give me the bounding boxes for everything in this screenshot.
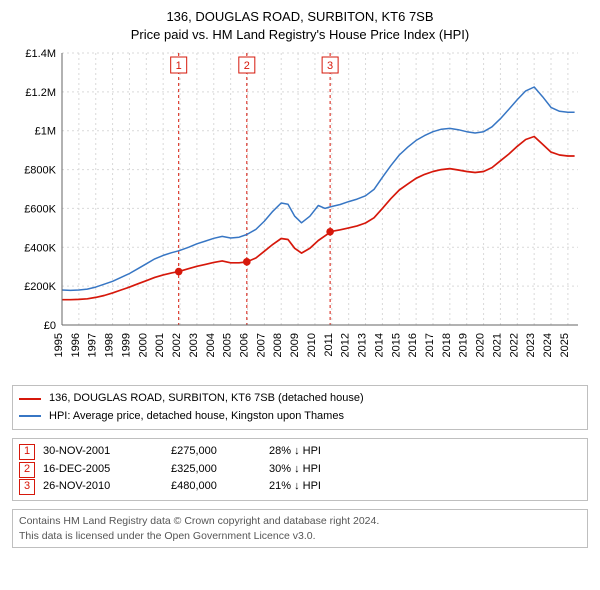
svg-text:2003: 2003 <box>188 333 200 357</box>
svg-text:1: 1 <box>176 60 182 72</box>
svg-text:2025: 2025 <box>559 333 571 357</box>
svg-text:2005: 2005 <box>222 333 234 357</box>
svg-text:2016: 2016 <box>407 333 419 357</box>
svg-text:£0: £0 <box>44 320 56 332</box>
svg-text:2009: 2009 <box>289 333 301 357</box>
svg-text:2019: 2019 <box>458 333 470 357</box>
svg-text:2000: 2000 <box>137 333 149 357</box>
event-delta: 30% ↓ HPI <box>269 461 581 479</box>
legend-row: HPI: Average price, detached house, King… <box>19 408 581 426</box>
events-box: 1 30-NOV-2001 £275,000 28% ↓ HPI 2 16-DEC-200… <box>12 438 588 501</box>
title-address: 136, DOUGLAS ROAD, SURBITON, KT6 7SB <box>12 8 588 26</box>
svg-text:2013: 2013 <box>357 333 369 357</box>
event-marker: 2 <box>19 462 35 478</box>
chart-svg: £0 £200K £400K £600K £800K £1M £1.2M £1.4M 1995 1… <box>12 47 588 377</box>
svg-text:2017: 2017 <box>424 333 436 357</box>
svg-text:2014: 2014 <box>373 333 385 357</box>
event-price: £480,000 <box>171 478 261 496</box>
legend-label: 136, DOUGLAS ROAD, SURBITON, KT6 7SB (de… <box>49 390 364 408</box>
svg-text:2001: 2001 <box>154 333 166 357</box>
title-subtitle: Price paid vs. HM Land Registry's House … <box>12 26 588 44</box>
svg-text:2022: 2022 <box>508 333 520 357</box>
event-marker: 1 <box>19 444 35 460</box>
svg-text:£1M: £1M <box>35 126 56 138</box>
event-row: 1 30-NOV-2001 £275,000 28% ↓ HPI <box>19 443 581 461</box>
chart-area: £0 £200K £400K £600K £800K £1M £1.2M £1.4M 1995 1… <box>12 47 588 377</box>
svg-text:3: 3 <box>327 60 333 72</box>
svg-text:2023: 2023 <box>525 333 537 357</box>
event-price: £325,000 <box>171 461 261 479</box>
legend-swatch <box>19 415 41 417</box>
svg-text:2020: 2020 <box>475 333 487 357</box>
event-date: 26-NOV-2010 <box>43 478 163 496</box>
legend-box: 136, DOUGLAS ROAD, SURBITON, KT6 7SB (de… <box>12 385 588 430</box>
svg-text:2021: 2021 <box>491 333 503 357</box>
svg-text:£1.2M: £1.2M <box>25 87 56 99</box>
svg-text:2: 2 <box>244 60 250 72</box>
event-marker: 3 <box>19 479 35 495</box>
footer-line2: This data is licensed under the Open Gov… <box>19 529 581 544</box>
svg-text:2008: 2008 <box>272 333 284 357</box>
svg-text:2010: 2010 <box>306 333 318 357</box>
svg-text:£400K: £400K <box>24 242 56 254</box>
svg-text:2012: 2012 <box>340 333 352 357</box>
svg-text:2011: 2011 <box>323 333 335 357</box>
event-price: £275,000 <box>171 443 261 461</box>
svg-text:£1.4M: £1.4M <box>25 48 56 60</box>
footer-box: Contains HM Land Registry data © Crown c… <box>12 509 588 548</box>
event-date: 30-NOV-2001 <box>43 443 163 461</box>
svg-text:2007: 2007 <box>255 333 267 357</box>
legend-label: HPI: Average price, detached house, King… <box>49 408 344 426</box>
svg-text:2024: 2024 <box>542 333 554 357</box>
svg-text:1996: 1996 <box>70 333 82 357</box>
footer-line1: Contains HM Land Registry data © Crown c… <box>19 514 581 529</box>
event-delta: 28% ↓ HPI <box>269 443 581 461</box>
svg-text:2018: 2018 <box>441 333 453 357</box>
legend-row: 136, DOUGLAS ROAD, SURBITON, KT6 7SB (de… <box>19 390 581 408</box>
event-delta: 21% ↓ HPI <box>269 478 581 496</box>
svg-text:2002: 2002 <box>171 333 183 357</box>
svg-text:1998: 1998 <box>104 333 116 357</box>
event-row: 2 16-DEC-2005 £325,000 30% ↓ HPI <box>19 461 581 479</box>
svg-text:2004: 2004 <box>205 333 217 357</box>
event-row: 3 26-NOV-2010 £480,000 21% ↓ HPI <box>19 478 581 496</box>
svg-text:£600K: £600K <box>24 204 56 216</box>
page-container: 136, DOUGLAS ROAD, SURBITON, KT6 7SB Pri… <box>0 0 600 558</box>
svg-text:2015: 2015 <box>390 333 402 357</box>
svg-text:2006: 2006 <box>238 333 250 357</box>
svg-text:1995: 1995 <box>53 333 65 357</box>
title-block: 136, DOUGLAS ROAD, SURBITON, KT6 7SB Pri… <box>12 8 588 43</box>
legend-swatch <box>19 398 41 400</box>
svg-text:£200K: £200K <box>24 281 56 293</box>
svg-text:1997: 1997 <box>87 333 99 357</box>
svg-text:1999: 1999 <box>120 333 132 357</box>
svg-text:£800K: £800K <box>24 165 56 177</box>
event-date: 16-DEC-2005 <box>43 461 163 479</box>
